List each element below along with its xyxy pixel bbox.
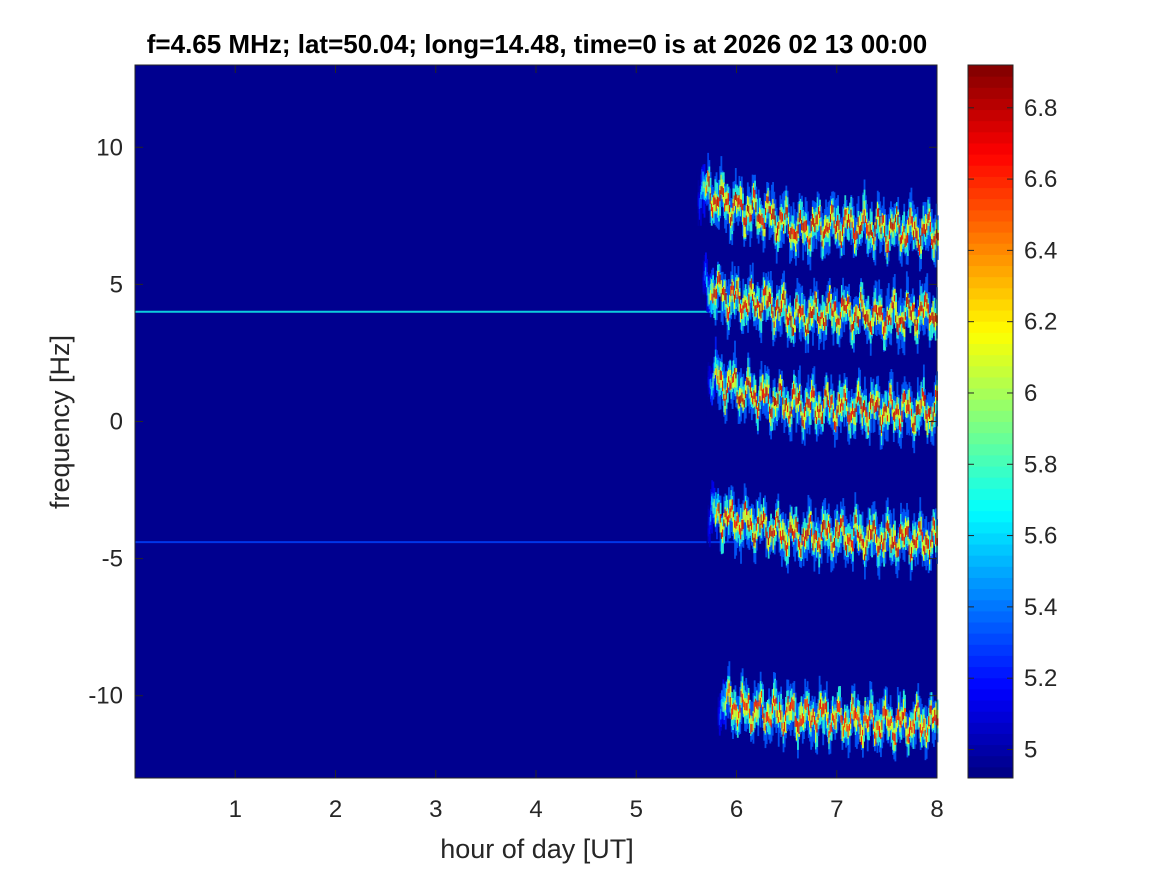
colorbar-tick-label: 5.2	[1024, 665, 1057, 692]
echo-trace-3	[706, 480, 939, 581]
colorbar-tick-label: 5	[1024, 736, 1037, 763]
echo-trace-2	[706, 336, 939, 454]
colorbar: 5 5.2 5.4 5.6 5.8 6 6.2 6.4 6.6 6.8	[967, 64, 1057, 779]
y-axis: -10 -5 0 5 10	[88, 134, 937, 710]
chart-title: f=4.65 MHz; lat=50.04; long=14.48, time=…	[147, 29, 927, 59]
y-tick-label: 10	[96, 134, 123, 161]
colorbar-tick-label: 5.6	[1024, 523, 1057, 550]
y-tick-label: -10	[88, 683, 123, 710]
y-tick-label: 0	[110, 409, 123, 436]
plot-area	[134, 64, 939, 779]
x-tick-label: 7	[830, 796, 843, 823]
y-tick-label: 5	[110, 271, 123, 298]
colorbar-tick-label: 6.2	[1024, 309, 1057, 336]
colorbar-tick-label: 6.8	[1024, 95, 1057, 122]
heatmap-layer	[135, 152, 939, 762]
colorbar-frame	[967, 64, 1014, 779]
colorbar-tick-label: 6.4	[1024, 237, 1057, 264]
x-tick-label: 8	[930, 796, 943, 823]
colorbar-tick-label: 6.6	[1024, 166, 1057, 193]
x-tick-label: 1	[229, 796, 242, 823]
colorbar-tick-label: 5.8	[1024, 451, 1057, 478]
echo-trace-1	[701, 252, 938, 356]
x-tick-label: 3	[429, 796, 442, 823]
y-axis-label: frequency [Hz]	[45, 335, 75, 509]
x-tick-label: 2	[329, 796, 342, 823]
colorbar-tick-label: 5.4	[1024, 594, 1057, 621]
y-tick-label: -5	[102, 546, 123, 573]
colorbar-ticks: 5 5.2 5.4 5.6 5.8 6 6.2 6.4 6.6 6.8	[968, 95, 1057, 763]
echo-trace-4	[716, 661, 939, 762]
x-tick-label: 4	[529, 796, 542, 823]
colorbar-tick-label: 6	[1024, 380, 1037, 407]
x-tick-label: 5	[630, 796, 643, 823]
echo-trace-0	[696, 152, 939, 272]
x-axis: 1 2 3 4 5 6 7 8	[229, 65, 944, 823]
colorbar-gradient	[968, 65, 1013, 779]
x-axis-label: hour of day [UT]	[440, 834, 634, 864]
x-tick-label: 6	[730, 796, 743, 823]
